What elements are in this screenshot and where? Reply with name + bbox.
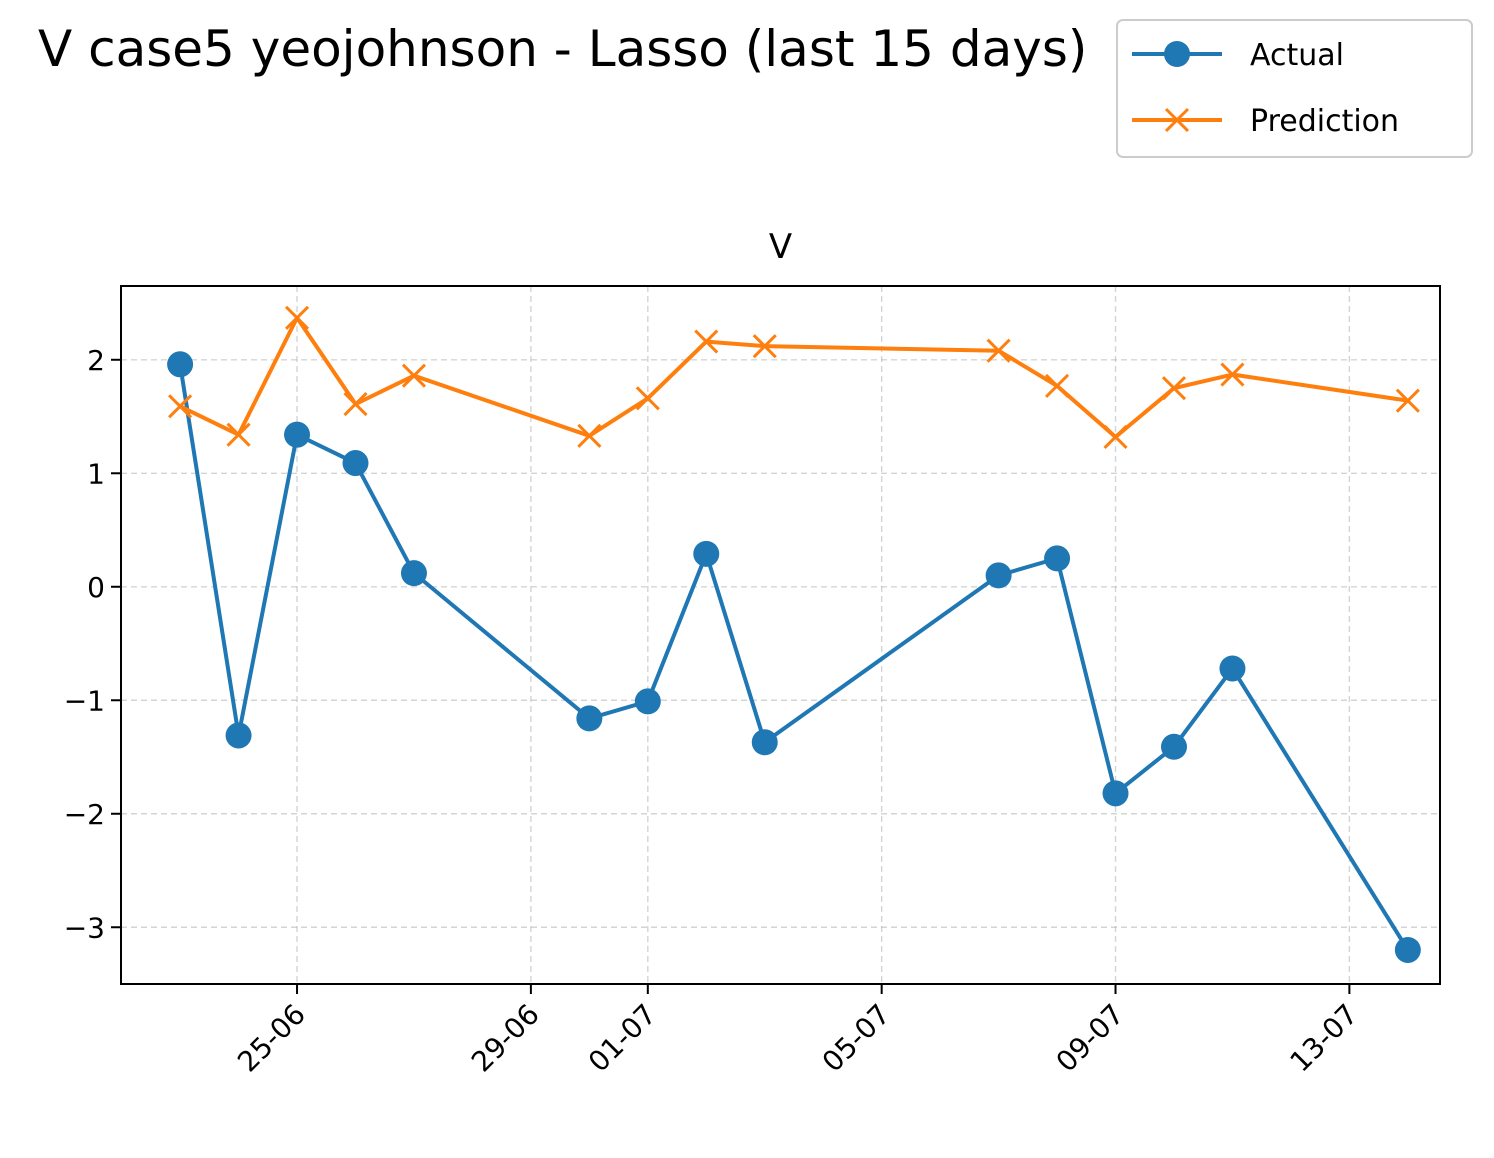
data-point-actual bbox=[225, 722, 252, 749]
data-point-actual bbox=[400, 560, 427, 587]
data-point-prediction bbox=[1164, 107, 1190, 133]
data-point-actual bbox=[284, 421, 311, 448]
tick-layer: 2 1 0 −1 −2 −3 25-06 29-06 01-07 05-07 09-07 13-07 bbox=[64, 344, 1365, 1079]
data-point-actual bbox=[1160, 733, 1187, 760]
x-tick-label: 13-07 bbox=[1283, 998, 1364, 1079]
data-point-prediction bbox=[694, 329, 719, 354]
data-point-prediction bbox=[168, 394, 193, 419]
data-point-actual bbox=[751, 729, 778, 756]
data-point-actual bbox=[634, 688, 661, 715]
y-tick-label: −1 bbox=[64, 684, 105, 717]
x-tick-label: 09-07 bbox=[1050, 998, 1131, 1079]
legend: Actual Prediction bbox=[1116, 19, 1473, 158]
data-point-actual bbox=[1164, 41, 1190, 67]
legend-label: Prediction bbox=[1250, 104, 1399, 139]
y-tick-label: 2 bbox=[87, 344, 105, 377]
legend-label: Actual bbox=[1250, 38, 1344, 73]
data-point-prediction bbox=[1161, 376, 1187, 401]
y-tick-label: 1 bbox=[87, 457, 105, 490]
data-point-prediction bbox=[1103, 424, 1128, 450]
data-point-actual bbox=[167, 351, 194, 378]
data-point-prediction bbox=[401, 363, 427, 388]
y-tick-label: −2 bbox=[64, 798, 105, 831]
legend-entry-prediction: Prediction bbox=[1132, 104, 1399, 139]
data-point-prediction bbox=[1045, 373, 1070, 398]
legend-entry-actual: Actual bbox=[1132, 38, 1344, 73]
data-point-actual bbox=[1219, 655, 1246, 682]
y-tick-label: −3 bbox=[64, 911, 105, 944]
axes-title: V bbox=[769, 227, 792, 267]
data-point-prediction bbox=[226, 422, 251, 447]
grid-lines bbox=[121, 286, 1440, 984]
data-point-prediction bbox=[752, 334, 777, 359]
data-point-actual bbox=[985, 562, 1012, 589]
data-point-actual bbox=[342, 450, 369, 477]
axes-frame bbox=[120, 285, 1441, 985]
data-point-prediction bbox=[284, 305, 310, 330]
data-point-actual bbox=[1394, 936, 1421, 963]
series-layer bbox=[167, 305, 1421, 963]
data-point-actual bbox=[693, 540, 720, 567]
data-point-prediction bbox=[577, 423, 602, 448]
y-tick-label: 0 bbox=[87, 571, 105, 604]
data-point-actual bbox=[1044, 545, 1071, 572]
series-line-prediction bbox=[179, 315, 1409, 439]
data-point-prediction bbox=[986, 338, 1011, 363]
x-tick-label: 29-06 bbox=[465, 998, 546, 1079]
data-point-actual bbox=[576, 705, 603, 732]
data-point-actual bbox=[1102, 780, 1129, 807]
data-point-prediction bbox=[343, 391, 368, 417]
series-line-actual bbox=[178, 364, 1410, 952]
x-tick-label: 01-07 bbox=[582, 998, 663, 1079]
data-point-prediction bbox=[635, 386, 660, 411]
x-tick-label: 05-07 bbox=[816, 998, 897, 1079]
figure-title: V case5 yeojohnson - Lasso (last 15 days… bbox=[38, 20, 1088, 78]
data-point-prediction bbox=[1220, 362, 1245, 387]
data-point-prediction bbox=[1395, 388, 1420, 413]
x-tick-label: 25-06 bbox=[231, 998, 312, 1079]
